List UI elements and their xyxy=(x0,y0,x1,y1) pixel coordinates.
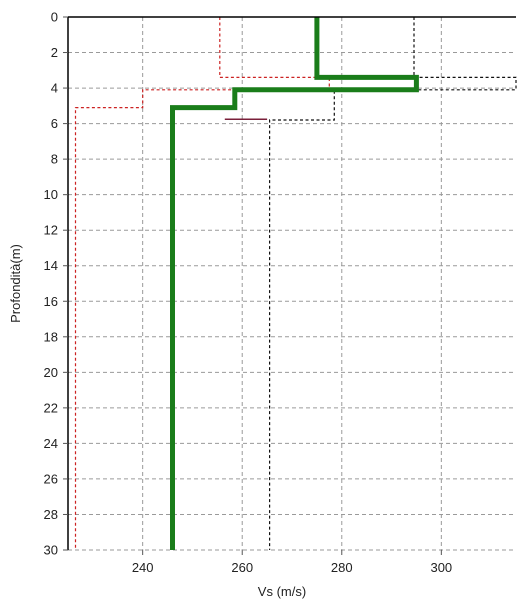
y-tick-label: 14 xyxy=(44,258,58,273)
x-tick-label: 300 xyxy=(430,560,452,575)
y-tick-label: 18 xyxy=(44,329,58,344)
y-tick-label: 16 xyxy=(44,294,58,309)
x-tick-label: 240 xyxy=(132,560,154,575)
series-line-1 xyxy=(170,17,419,550)
grid xyxy=(68,17,516,551)
y-tick-label: 28 xyxy=(44,507,58,522)
y-tick-label: 6 xyxy=(51,116,58,131)
y-tick-label: 4 xyxy=(51,81,58,96)
series-group xyxy=(74,17,517,550)
series-line-3 xyxy=(269,17,517,550)
y-tick-label: 12 xyxy=(44,223,58,238)
y-tick-label: 30 xyxy=(44,543,58,558)
y-tick-label: 20 xyxy=(44,365,58,380)
x-axis-title: Vs (m/s) xyxy=(258,584,306,599)
x-tick-label: 280 xyxy=(331,560,353,575)
y-tick-label: 2 xyxy=(51,45,58,60)
y-tick-label: 8 xyxy=(51,152,58,167)
y-tick-label: 0 xyxy=(51,10,58,25)
y-axis-title: Profondità(m) xyxy=(8,244,23,323)
y-tick-label: 10 xyxy=(44,187,58,202)
y-tick-label: 24 xyxy=(44,436,58,451)
x-tick-label: 260 xyxy=(231,560,253,575)
y-tick-label: 22 xyxy=(44,400,58,415)
axes xyxy=(67,16,516,550)
y-tick-label: 26 xyxy=(44,471,58,486)
